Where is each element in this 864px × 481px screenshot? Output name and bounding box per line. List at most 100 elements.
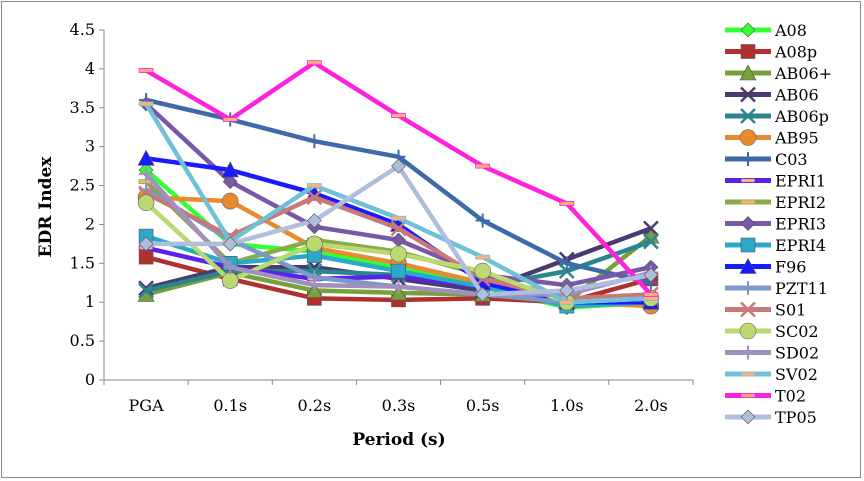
data-point <box>138 280 154 297</box>
y-tick-label: 3.5 <box>70 98 95 117</box>
legend-label: TP05 <box>775 408 817 427</box>
x-tick-label: 0.3s <box>382 396 416 415</box>
data-point <box>475 287 491 302</box>
legend-marker <box>740 301 756 318</box>
data-point <box>137 149 155 166</box>
legend-label: SD02 <box>775 344 819 363</box>
legend-entry: AB06+ <box>725 64 832 83</box>
data-point <box>643 267 659 283</box>
data-point <box>306 183 322 188</box>
legend-label: EPRI1 <box>775 172 826 191</box>
legend-label: AB06p <box>774 107 829 126</box>
y-axis-title: EDR Index <box>36 156 56 258</box>
data-point <box>137 194 155 211</box>
x-tick-label: 1.0s <box>550 396 584 415</box>
data-point <box>222 117 238 122</box>
legend-entry: SC02 <box>725 322 819 341</box>
data-point <box>559 201 575 206</box>
x-tick-label: 2.0s <box>634 396 668 415</box>
legend-entry: AB95 <box>725 129 819 148</box>
legend-entry: SD02 <box>725 344 819 363</box>
data-point <box>475 254 491 260</box>
data-point <box>391 263 406 279</box>
legend-marker <box>740 409 756 425</box>
legend-label: AB06 <box>774 86 819 105</box>
data-point <box>391 215 406 221</box>
legend-entry: F96 <box>725 258 806 277</box>
legend-marker <box>741 152 755 166</box>
x-tick-label: 0.5s <box>466 396 500 415</box>
legend-label: T02 <box>775 387 806 406</box>
data-point <box>307 278 322 293</box>
y-tick-label: 1 <box>85 292 95 311</box>
x-tick-label: 0.1s <box>213 396 247 415</box>
legend-marker <box>740 178 756 183</box>
y-tick-label: 2.5 <box>70 176 95 195</box>
legend-marker <box>739 129 757 146</box>
data-point <box>391 279 406 294</box>
legend-label: SC02 <box>775 322 819 341</box>
data-point <box>138 101 154 107</box>
legend-marker <box>740 44 756 59</box>
legend: A08 A08p AB06+ AB06 AB06p AB95 C03 EPRI1 EPRI2 EP… <box>725 21 832 427</box>
legend-label: AB95 <box>774 129 819 148</box>
legend-entry: S01 <box>725 301 806 320</box>
legend-entry: T02 <box>725 387 806 406</box>
data-point <box>306 213 322 228</box>
legend-entry: AB06p <box>725 107 829 126</box>
data-point <box>138 68 154 73</box>
data-point <box>307 134 322 149</box>
legend-entry: A08p <box>725 43 817 62</box>
legend-marker <box>740 371 756 377</box>
legend-entry: AB06 <box>725 86 819 105</box>
legend-marker <box>739 257 757 274</box>
data-point <box>643 233 659 250</box>
legend-label: SV02 <box>775 365 818 384</box>
legend-label: A08p <box>774 43 817 62</box>
legend-entry: EPRI3 <box>725 215 826 234</box>
plot-area <box>137 60 660 316</box>
data-point <box>643 292 659 297</box>
legend-marker <box>739 322 757 340</box>
legend-marker <box>740 199 756 205</box>
data-point <box>559 256 574 271</box>
data-point <box>221 192 239 210</box>
data-point <box>391 232 406 248</box>
legend-entry: EPRI2 <box>725 193 826 212</box>
legend-label: EPRI2 <box>775 193 826 212</box>
data-point <box>643 220 659 237</box>
legend-marker <box>741 345 755 360</box>
data-point <box>475 163 491 169</box>
legend-label: C03 <box>775 150 808 169</box>
legend-entry: EPRI1 <box>725 172 826 191</box>
series-t02 <box>138 60 659 297</box>
legend-label: S01 <box>775 301 806 320</box>
y-tick-label: 4 <box>85 59 95 78</box>
data-point <box>306 235 323 253</box>
legend-label: PZT11 <box>775 279 828 298</box>
y-tick-label: 0.5 <box>70 331 95 350</box>
x-tick-label: PGA <box>129 396 165 415</box>
y-tick-label: 2 <box>85 214 95 233</box>
data-point <box>390 245 407 263</box>
legend-marker <box>741 281 755 295</box>
data-point <box>474 262 491 280</box>
data-point <box>475 213 490 228</box>
data-point <box>221 161 239 178</box>
y-tick-label: 3 <box>85 137 95 156</box>
legend-marker <box>739 64 757 81</box>
legend-entry: C03 <box>725 150 808 169</box>
data-point <box>306 60 322 66</box>
legend-entry: A08 <box>725 21 807 40</box>
legend-marker <box>740 22 756 38</box>
data-point <box>391 158 406 174</box>
legend-marker <box>740 108 756 124</box>
legend-marker <box>740 237 756 253</box>
legend-label: EPRI4 <box>775 236 826 255</box>
legend-entry: EPRI4 <box>725 236 826 255</box>
data-point <box>138 249 154 265</box>
axes: 0 0.5 1 1.5 2 2.5 3 3.5 4 4.5 PGA 0.1s 0.2s 0.3s 0.5s 1… <box>70 20 694 415</box>
data-point <box>643 295 659 301</box>
data-point <box>222 236 238 252</box>
